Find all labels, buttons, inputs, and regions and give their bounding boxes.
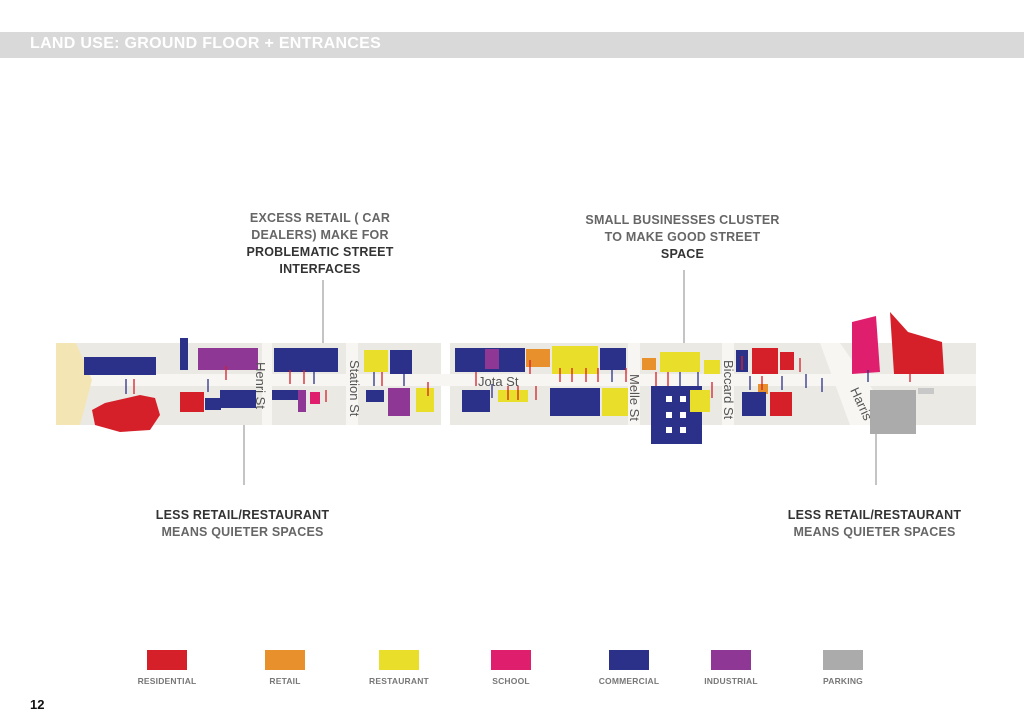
- legend-swatch-retail: [265, 650, 305, 670]
- building-window: [666, 427, 672, 433]
- building-commercial: [84, 357, 156, 375]
- building-parking: [870, 390, 916, 434]
- side-road-biccard: [722, 343, 734, 425]
- building-industrial: [298, 390, 306, 412]
- legend-label-restaurant: RESTAURANT: [369, 676, 429, 686]
- building-restaurant: [704, 360, 720, 374]
- river-strip: [56, 343, 92, 425]
- building-window: [666, 396, 672, 402]
- legend-label-retail: RETAIL: [269, 676, 301, 686]
- building-residential: [770, 392, 792, 416]
- building-residential: [752, 348, 778, 374]
- side-road-melle: [628, 343, 640, 425]
- building-retail: [758, 384, 768, 394]
- building-residential: [92, 395, 160, 432]
- callout-line: PROBLEMATIC STREET: [246, 245, 394, 259]
- legend-label-parking: PARKING: [823, 676, 863, 686]
- building-restaurant: [364, 350, 388, 372]
- callout-line: SPACE: [660, 247, 705, 261]
- legend-swatch-commercial: [609, 650, 649, 670]
- street-label-biccard: Biccard St: [721, 360, 736, 420]
- building-commercial: [272, 390, 298, 400]
- street-label-melle: Melle St: [627, 374, 642, 421]
- callout-line: INTERFACES: [279, 262, 361, 276]
- page-number: 12: [30, 697, 45, 712]
- callout-line: EXCESS RETAIL ( CAR: [249, 211, 391, 225]
- street-label-henri: Henri St: [253, 362, 268, 409]
- legend-label-industrial: INDUSTRIAL: [704, 676, 758, 686]
- legend-label-commercial: COMMERCIAL: [598, 676, 660, 686]
- callout-excess-retail: EXCESS RETAIL ( CAR DEALERS) MAKE FOR PR…: [215, 210, 425, 278]
- building-commercial: [550, 388, 600, 416]
- building-commercial: [205, 398, 221, 410]
- building-restaurant: [498, 390, 528, 402]
- legend-swatch-school: [491, 650, 531, 670]
- main-road: [56, 374, 976, 386]
- callout-line: MEANS QUIETER SPACES: [793, 525, 956, 539]
- building-industrial: [198, 348, 258, 370]
- building-residential: [780, 352, 794, 370]
- building-commercial: [600, 348, 626, 370]
- legend-label-residential: RESIDENTIAL: [137, 676, 197, 686]
- building-parking: [918, 388, 934, 394]
- building-restaurant: [690, 390, 710, 412]
- side-road-station: [346, 343, 358, 425]
- legend-swatch-restaurant: [379, 650, 419, 670]
- entrance-arrows: [125, 356, 911, 402]
- buildings: [84, 312, 944, 444]
- building-industrial: [388, 388, 410, 416]
- building-school: [852, 316, 880, 374]
- callout-line: DEALERS) MAKE FOR: [251, 228, 389, 242]
- building-commercial: [742, 392, 766, 416]
- building-residential: [180, 392, 204, 412]
- building-window: [666, 412, 672, 418]
- callout-less-retail-left: LESS RETAIL/RESTAURANT MEANS QUIETER SPA…: [130, 507, 355, 541]
- building-school: [310, 392, 320, 404]
- building-industrial: [485, 349, 499, 369]
- building-window: [680, 396, 686, 402]
- building-commercial: [274, 348, 338, 372]
- street-label-jota: Jota St: [478, 374, 519, 389]
- street-label-station: Station St: [347, 360, 362, 417]
- legend-swatch-parking: [823, 650, 863, 670]
- side-road-henri: [262, 343, 272, 425]
- building-retail: [526, 349, 550, 367]
- legend-swatch-residential: [147, 650, 187, 670]
- building-restaurant: [552, 346, 598, 374]
- building-window: [680, 412, 686, 418]
- legend-label-school: SCHOOL: [492, 676, 530, 686]
- header-band: [0, 32, 1024, 58]
- building-commercial: [220, 390, 256, 408]
- building-restaurant: [416, 388, 434, 412]
- harris-road: [820, 343, 880, 425]
- building-commercial: [180, 338, 188, 370]
- building-commercial: [462, 390, 490, 412]
- building-retail: [642, 358, 656, 370]
- building-residential: [890, 312, 944, 374]
- callout-less-retail-right: LESS RETAIL/RESTAURANT MEANS QUIETER SPA…: [762, 507, 987, 541]
- callout-small-business: SMALL BUSINESSES CLUSTER TO MAKE GOOD ST…: [560, 212, 805, 263]
- building-window: [680, 427, 686, 433]
- building-commercial: [366, 390, 384, 402]
- callout-line: LESS RETAIL/RESTAURANT: [787, 508, 962, 522]
- callout-line: SMALL BUSINESSES CLUSTER: [585, 213, 780, 227]
- building-restaurant: [602, 388, 628, 416]
- building-restaurant: [660, 352, 700, 372]
- legend-swatch-industrial: [711, 650, 751, 670]
- callout-line: TO MAKE GOOD STREET: [604, 230, 761, 244]
- building-commercial: [390, 350, 412, 374]
- callout-line: MEANS QUIETER SPACES: [161, 525, 324, 539]
- callout-line: LESS RETAIL/RESTAURANT: [155, 508, 330, 522]
- page-title: LAND USE: GROUND FLOOR + ENTRANCES: [30, 35, 382, 52]
